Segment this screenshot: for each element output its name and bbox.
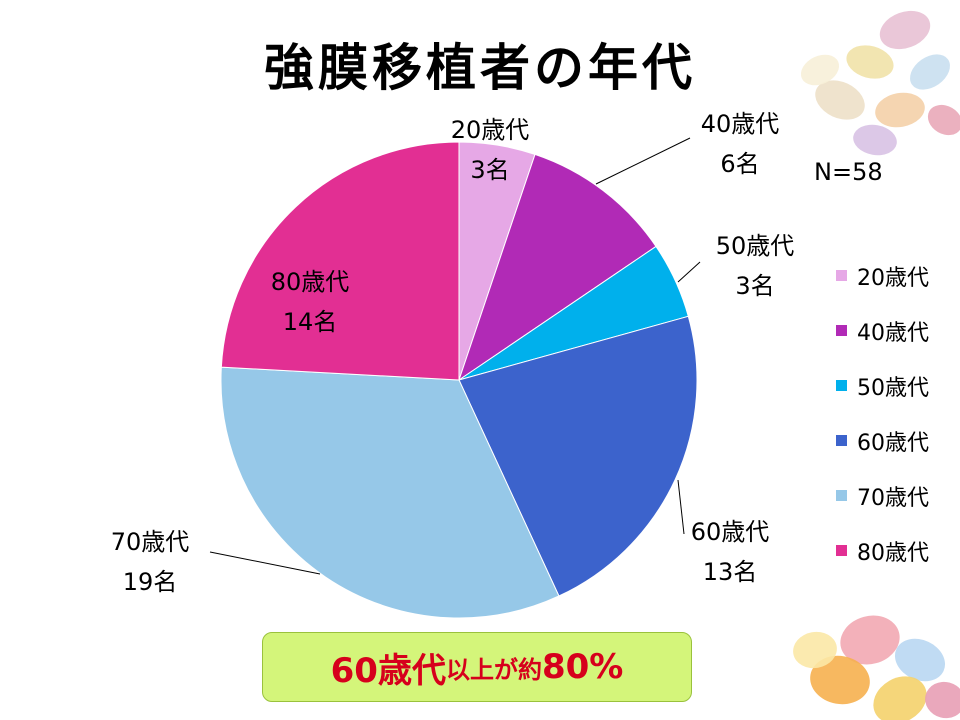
pie-slice-70歳代	[220, 366, 560, 619]
page-title: 強膜移植者の年代	[264, 39, 696, 97]
candy-egg-decoration	[879, 10, 931, 50]
legend-swatch	[836, 270, 847, 281]
slice-category-label: 70歳代	[110, 528, 190, 556]
pie-slice-60歳代	[458, 315, 698, 597]
slice-category-label: 40歳代	[700, 110, 780, 138]
candy-egg-decoration	[925, 681, 960, 719]
summary-callout: 60歳代 以上が約 80%	[262, 632, 692, 702]
legend-item: 70歳代	[836, 468, 929, 523]
slice-category-label: 50歳代	[715, 232, 795, 260]
slice-category-label: 20歳代	[450, 116, 530, 144]
slice-label: 40歳代 6名	[690, 104, 790, 184]
legend-item: 20歳代	[836, 248, 929, 303]
legend-label: 20歳代	[857, 265, 929, 291]
candy-egg-decoration	[910, 54, 950, 90]
legend-swatch	[836, 545, 847, 556]
slice-category-label: 60歳代	[690, 518, 770, 546]
slice-label: 50歳代 3名	[705, 226, 805, 306]
candy-egg-decoration	[800, 54, 840, 86]
legend-item: 50歳代	[836, 358, 929, 413]
slice-label: 20歳代 3名	[440, 110, 540, 190]
slice-label: 70歳代 19名	[95, 522, 205, 602]
slice-value-label: 6名	[720, 150, 760, 178]
candy-egg-decoration	[815, 80, 865, 120]
leader-line	[677, 261, 701, 283]
candy-egg-decoration	[927, 104, 960, 136]
candy-egg-decoration	[875, 92, 925, 128]
legend-label: 50歳代	[857, 375, 929, 401]
candy-egg-decoration	[840, 615, 900, 665]
slice-value-label: 13名	[702, 558, 758, 586]
legend-label: 80歳代	[857, 540, 929, 566]
pie-slice-80歳代	[220, 141, 460, 381]
slice-label: 80歳代 14名	[255, 262, 365, 342]
slice-value-label: 14名	[282, 308, 338, 336]
pie-slice-40歳代	[458, 153, 657, 382]
slice-value-label: 3名	[735, 272, 775, 300]
callout-percent: 80%	[541, 647, 624, 687]
slice-label: 60歳代 13名	[680, 512, 780, 592]
candy-egg-decoration	[846, 45, 894, 79]
leader-line	[209, 551, 321, 575]
legend-swatch	[836, 325, 847, 336]
legend-item: 40歳代	[836, 303, 929, 358]
callout-text: 以上が約	[445, 655, 542, 684]
slice-value-label: 3名	[470, 156, 510, 184]
legend-label: 40歳代	[857, 320, 929, 346]
candy-egg-decoration	[853, 124, 897, 156]
candy-egg-decoration	[894, 638, 946, 682]
slice-category-label: 80歳代	[270, 268, 350, 296]
legend-item: 60歳代	[836, 413, 929, 468]
sample-size-label: N=58	[814, 158, 883, 186]
legend-item: 80歳代	[836, 523, 929, 578]
callout-age: 60歳代	[330, 650, 446, 691]
chart-legend: 20歳代 40歳代 50歳代 60歳代 70歳代 80歳代	[836, 248, 929, 578]
legend-label: 70歳代	[857, 485, 929, 511]
candy-egg-decoration	[793, 631, 837, 669]
legend-swatch	[836, 380, 847, 391]
leader-line	[677, 479, 685, 535]
legend-label: 60歳代	[857, 430, 929, 456]
candy-egg-decoration	[810, 655, 870, 705]
legend-swatch	[836, 490, 847, 501]
legend-swatch	[836, 435, 847, 446]
slice-value-label: 19名	[122, 568, 178, 596]
leader-line	[595, 137, 691, 185]
candy-egg-decoration	[873, 676, 927, 720]
